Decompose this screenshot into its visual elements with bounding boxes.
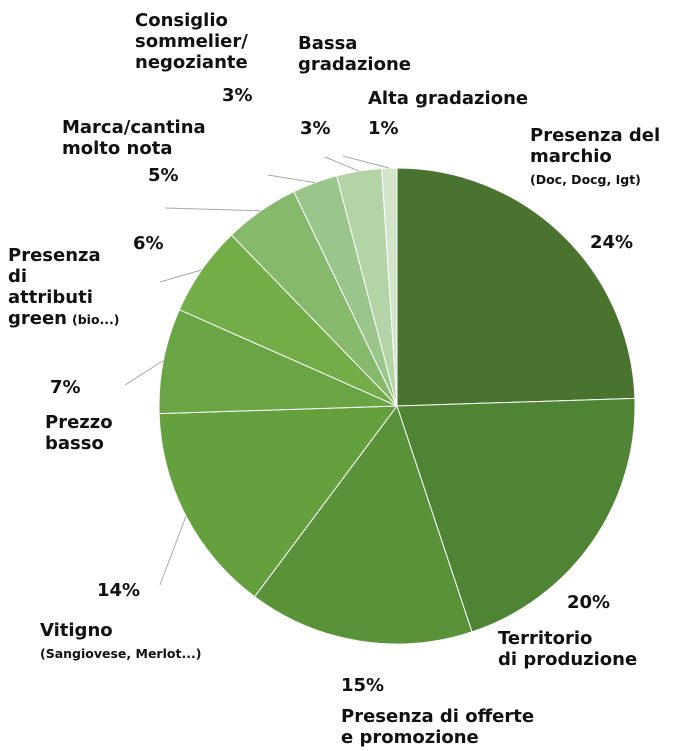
leader-line <box>159 269 202 283</box>
slice-label: Bassa gradazione <box>298 33 411 75</box>
slice-label: Marca/cantina molto nota <box>62 117 206 159</box>
leader-line <box>324 156 360 172</box>
value-label: 15% <box>341 675 385 696</box>
value-label: 3% <box>300 118 331 139</box>
slice-label: Vitigno (Sangiovese, Merlot...) <box>40 620 201 667</box>
slice-label-detail: (Sangiovese, Merlot...) <box>40 646 202 661</box>
slice-label-text: Marca/cantina molto nota <box>62 117 206 159</box>
slice-label-text: Consiglio sommelier/ negoziante <box>135 10 248 73</box>
value-label: 6% <box>133 233 164 254</box>
slice-label: Alta gradazione <box>368 88 528 109</box>
pie-slice <box>158 309 398 415</box>
slice-label-text: Alta gradazione <box>368 88 529 109</box>
slice-label: Consiglio sommelier/ negoziante <box>135 10 248 73</box>
value-label: 1% <box>368 118 399 139</box>
slice-label: Prezzo basso <box>45 412 113 454</box>
slice-label: Presenza di attributi green (bio...) <box>8 245 120 330</box>
value-label: 24% <box>590 232 634 253</box>
leader-line <box>342 155 390 169</box>
value-label: 5% <box>148 165 179 186</box>
slice-label: Territorio di produzione <box>498 628 637 670</box>
value-label: 7% <box>50 377 81 398</box>
slice-label-text: Vitigno <box>40 620 113 641</box>
slice-label: Presenza del marchio (Doc, Docg, Igt) <box>530 125 660 193</box>
pie-slice <box>158 405 399 598</box>
slice-label-text: Presenza del marchio <box>530 125 661 167</box>
slice-label-detail: (bio...) <box>72 312 120 327</box>
value-label: 20% <box>567 592 611 613</box>
slice-label-text: Prezzo basso <box>45 412 113 454</box>
pie-slice <box>396 167 636 407</box>
slice-label: Presenza di offerte e promozione <box>341 706 534 748</box>
slice-label-detail: (Doc, Docg, Igt) <box>530 172 641 187</box>
pie-slice <box>396 397 636 633</box>
slice-label-text: Presenza di attributi green <box>8 245 101 329</box>
slice-label-text: Territorio di produzione <box>498 628 638 670</box>
leader-line <box>267 174 315 184</box>
leader-line <box>164 207 261 212</box>
pie-slice <box>253 404 473 645</box>
leader-line <box>124 360 164 386</box>
value-label: 3% <box>222 85 253 106</box>
value-label: 14% <box>97 580 141 601</box>
leader-line <box>159 515 187 586</box>
slice-label-text: Bassa gradazione <box>298 33 411 75</box>
slice-label-text: Presenza di offerte e promozione <box>341 706 535 748</box>
